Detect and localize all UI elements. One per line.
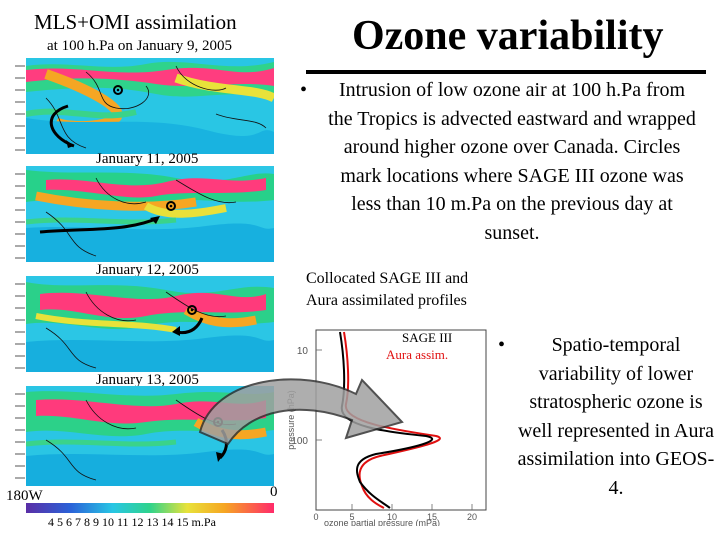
bullet-spatio-temporal: • Spatio-temporal variability of lower s… xyxy=(498,331,716,541)
assimilation-subheading: at 100 h.Pa on January 9, 2005 xyxy=(47,38,232,54)
ozone-map-jan9 xyxy=(26,58,274,154)
curved-arrow-shape xyxy=(198,378,404,446)
date-label-jan13: January 13, 2005 xyxy=(96,372,199,388)
profile-caption-line2: Aura assimilated profiles xyxy=(306,292,467,309)
xtick-5: 5 xyxy=(349,512,354,522)
bullet-marker: • xyxy=(498,334,506,356)
latitude-ticks xyxy=(13,276,27,372)
ytick-10: 10 xyxy=(297,346,309,357)
sage-location-circle xyxy=(187,305,197,315)
ytick-100: 100 xyxy=(291,436,308,447)
xtick-15: 15 xyxy=(427,512,437,522)
bullet-intrusion-text: Intrusion of low ozone air at 100 h.Pa f… xyxy=(328,79,696,244)
colorbar xyxy=(26,500,274,513)
date-label-jan11: January 11, 2005 xyxy=(96,151,199,167)
ozone-map-jan12 xyxy=(26,276,274,372)
profile-caption: Collocated SAGE III and Aura assimilated… xyxy=(306,268,468,312)
xtick-0: 0 xyxy=(313,512,318,522)
latitude-ticks xyxy=(13,386,27,486)
legend-sage: SAGE III xyxy=(402,330,453,345)
longitude-label-180w: 180W xyxy=(6,488,43,504)
bullet-marker: • xyxy=(300,79,308,101)
profile-caption-line1: Collocated SAGE III and xyxy=(306,270,469,287)
colorbar-scale-labels: 4 5 6 7 8 9 10 11 12 13 14 15 m.Pa xyxy=(48,515,216,529)
xtick-20: 20 xyxy=(467,512,477,522)
bullet-intrusion: • Intrusion of low ozone air at 100 h.Pa… xyxy=(300,76,700,256)
xtick-10: 10 xyxy=(387,512,397,522)
sage-location-circle xyxy=(166,201,176,211)
legend-aura: Aura assim. xyxy=(386,347,449,362)
curved-arrow xyxy=(180,360,420,470)
ozone-map-jan11 xyxy=(26,166,274,262)
date-label-jan12: January 12, 2005 xyxy=(96,262,199,278)
sage-location-circle xyxy=(113,85,123,95)
advection-arrow-path xyxy=(39,216,159,234)
latitude-ticks xyxy=(13,58,27,154)
bullet-spatio-temporal-text: Spatio-temporal variability of lower str… xyxy=(517,334,715,499)
page-title: Ozone variability xyxy=(352,13,664,59)
y-axis-label: pressure (hPa) xyxy=(286,390,296,450)
longitude-label-0: 0 xyxy=(270,484,278,500)
latitude-ticks xyxy=(13,166,27,262)
x-axis-label: ozone partial pressure (mPa) xyxy=(324,518,440,526)
assimilation-heading: MLS+OMI assimilation xyxy=(34,10,237,34)
title-underline xyxy=(306,70,706,74)
